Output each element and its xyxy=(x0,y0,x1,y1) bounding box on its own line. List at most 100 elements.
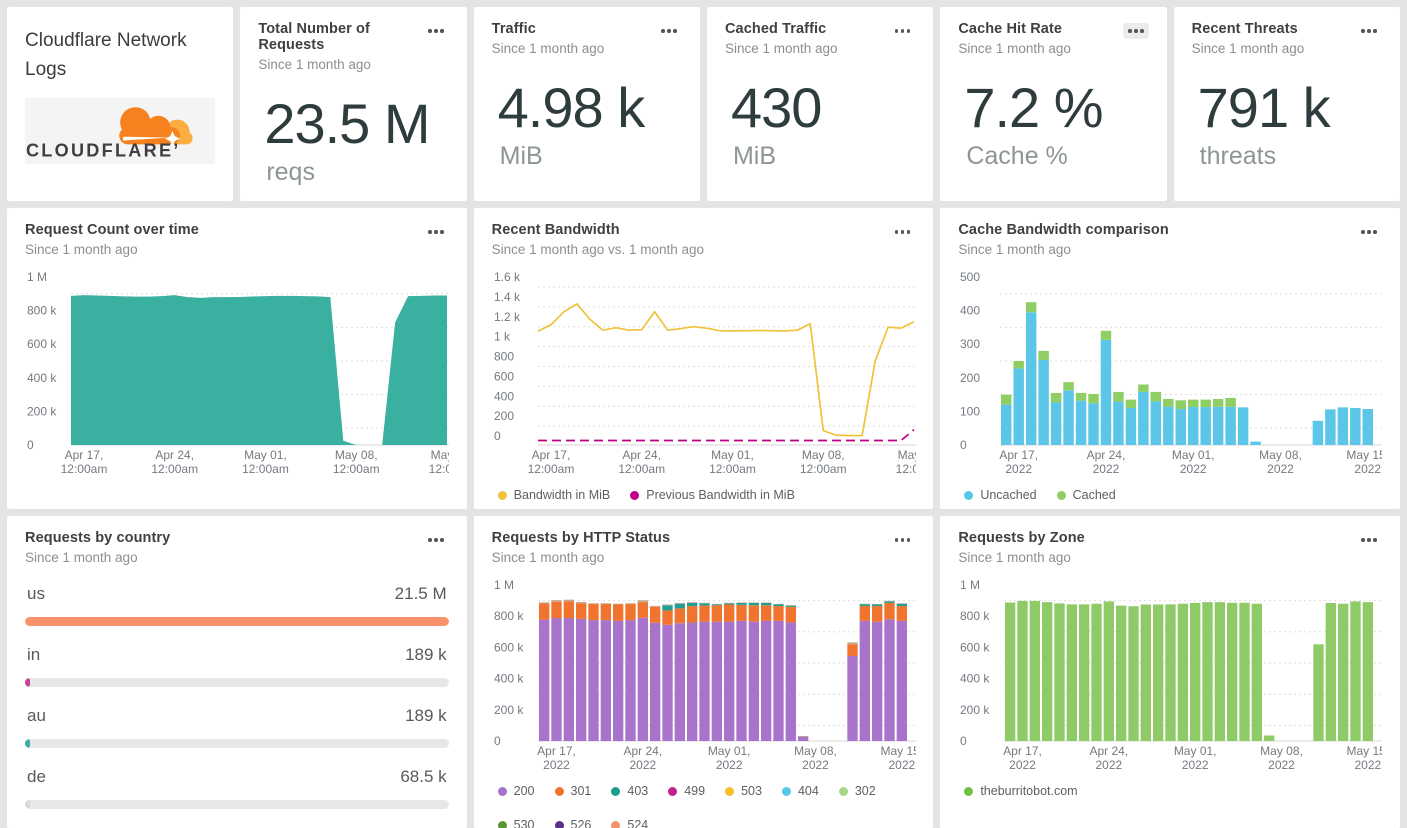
bar-segment xyxy=(1018,601,1028,741)
legend-label: 301 xyxy=(571,784,592,798)
area-series xyxy=(71,295,447,445)
legend-label: 524 xyxy=(627,818,648,828)
bar-segment xyxy=(736,621,746,741)
bar-segment xyxy=(699,606,709,622)
panel-title: Traffic xyxy=(492,21,605,37)
line-series xyxy=(538,304,914,436)
metric-value: 4.98 k xyxy=(498,80,682,136)
x-axis-tick: May 08,2022 xyxy=(1259,448,1302,476)
metric-value: 430 xyxy=(731,80,915,136)
bar-segment xyxy=(1092,604,1102,741)
x-axis-tick: Apr 17,2022 xyxy=(1000,448,1039,476)
panel-title: Requests by HTTP Status xyxy=(492,530,671,546)
bar-segment xyxy=(674,604,684,609)
panel-subtitle: Since 1 month ago xyxy=(1192,41,1305,56)
bar-segment xyxy=(1314,644,1324,741)
y-axis-tick: 0 xyxy=(960,734,967,748)
legend-dot xyxy=(964,787,973,796)
bar-segment xyxy=(625,604,635,620)
bar-segment xyxy=(1076,401,1086,445)
y-axis-tick: 1 M xyxy=(494,578,514,592)
bar-segment xyxy=(662,610,672,624)
legend-item[interactable]: theburritobot.com xyxy=(964,784,1077,798)
bar-segment xyxy=(773,606,783,621)
y-axis-tick: 1.6 k xyxy=(494,270,521,284)
panel-title: Recent Threats xyxy=(1192,21,1305,37)
country-bar-track xyxy=(25,800,449,809)
x-axis-tick: Apr 24,12:00am xyxy=(618,448,665,476)
bar-segment xyxy=(650,606,660,607)
panel-menu-button[interactable] xyxy=(423,224,449,240)
y-axis-tick: 200 xyxy=(960,371,980,385)
y-axis-tick: 1.4 k xyxy=(494,290,521,304)
bar-segment xyxy=(1030,601,1040,741)
bar-segment xyxy=(1338,604,1348,741)
bar-segment xyxy=(1213,399,1223,407)
bar-segment xyxy=(1240,603,1250,741)
panel-menu-button[interactable] xyxy=(890,23,916,39)
legend-dot xyxy=(498,787,507,796)
bar-segment xyxy=(1001,405,1011,445)
bar-segment xyxy=(588,620,598,741)
bar-segment xyxy=(1116,606,1126,741)
bar-segment xyxy=(613,604,623,605)
panel-menu-button[interactable] xyxy=(423,23,449,39)
legend-item[interactable]: Cached xyxy=(1057,488,1116,502)
metric-unit: MiB xyxy=(500,142,682,171)
legend-item[interactable]: 403 xyxy=(611,784,648,798)
legend-item[interactable]: 200 xyxy=(498,784,535,798)
bar-segment xyxy=(637,602,647,618)
legend-label: 503 xyxy=(741,784,762,798)
panel-menu-button[interactable] xyxy=(423,532,449,548)
country-value: 21.5 M xyxy=(395,584,447,604)
y-axis-tick: 800 k xyxy=(960,609,990,623)
legend-item[interactable]: 302 xyxy=(839,784,876,798)
country-value: 189 k xyxy=(405,706,447,726)
panel-menu-button[interactable] xyxy=(1356,532,1382,548)
bar-segment xyxy=(1264,736,1274,741)
legend-item[interactable]: Previous Bandwidth in MiB xyxy=(630,488,795,502)
y-axis-tick: 400 k xyxy=(960,672,990,686)
panel-menu-button[interactable] xyxy=(1356,23,1382,39)
panel-menu-button[interactable] xyxy=(1123,23,1149,39)
bar-segment xyxy=(637,618,647,741)
panel-menu-button[interactable] xyxy=(656,23,682,39)
bar-segment xyxy=(1251,442,1261,445)
legend-item[interactable]: Uncached xyxy=(964,488,1036,502)
bar-segment xyxy=(736,603,746,605)
legend-item[interactable]: 530 xyxy=(498,818,535,828)
panel-total-requests: Total Number of Requests Since 1 month a… xyxy=(240,7,466,201)
y-axis-tick: 500 xyxy=(960,270,980,284)
panel-title: Requests by country xyxy=(25,530,170,546)
y-axis-tick: 0 xyxy=(960,438,967,452)
panel-subtitle: Since 1 month ago xyxy=(958,41,1071,56)
panel-menu-button[interactable] xyxy=(1356,224,1382,240)
panel-menu-button[interactable] xyxy=(890,532,916,548)
legend-label: Uncached xyxy=(980,488,1036,502)
country-label: in xyxy=(27,645,40,665)
bar-segment xyxy=(711,604,721,605)
x-axis-tick: Apr 24,2022 xyxy=(1090,744,1129,772)
panel-menu-button[interactable] xyxy=(890,224,916,240)
legend-item[interactable]: 524 xyxy=(611,818,648,828)
bar-segment xyxy=(1190,603,1200,741)
legend-item[interactable]: 404 xyxy=(782,784,819,798)
bar-segment xyxy=(859,604,869,606)
bar-segment xyxy=(1101,340,1111,445)
legend-item[interactable]: Bandwidth in MiB xyxy=(498,488,611,502)
bar-segment xyxy=(1114,392,1124,402)
x-axis-tick: May 08,2022 xyxy=(1260,744,1303,772)
legend-item[interactable]: 503 xyxy=(725,784,762,798)
legend-item[interactable]: 526 xyxy=(555,818,592,828)
legend-item[interactable]: 499 xyxy=(668,784,705,798)
y-axis-tick: 200 xyxy=(494,409,514,423)
legend-item[interactable]: 301 xyxy=(555,784,592,798)
legend-label: 499 xyxy=(684,784,705,798)
country-bar-fill xyxy=(25,678,30,687)
